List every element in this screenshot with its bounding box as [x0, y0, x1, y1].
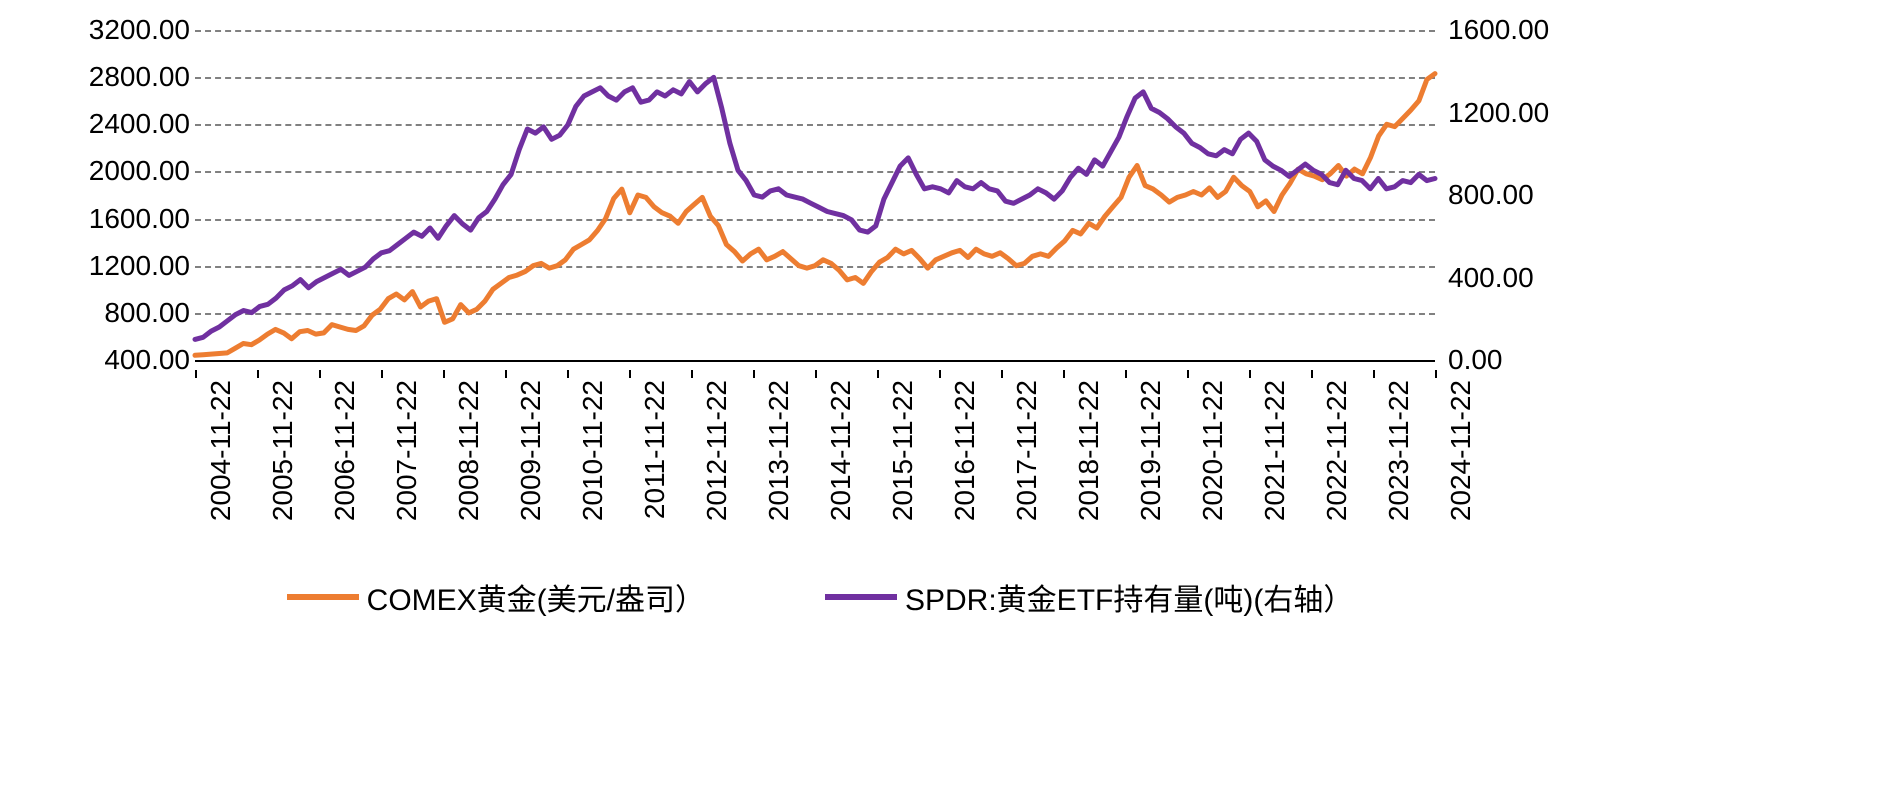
plot-area — [195, 30, 1435, 360]
y-axis-right: 0.00400.00800.001200.001600.00 — [1440, 30, 1560, 360]
y-tick-left: 1200.00 — [20, 250, 190, 282]
chart-lines — [195, 30, 1435, 360]
x-tick-mark — [257, 370, 259, 378]
y-tick-right: 400.00 — [1440, 262, 1568, 294]
x-tick-label: 2023-11-22 — [1383, 380, 1415, 521]
x-tick-mark — [1249, 370, 1251, 378]
x-tick-label: 2005-11-22 — [267, 380, 299, 521]
x-tick-label: 2020-11-22 — [1197, 380, 1229, 521]
y-tick-right: 800.00 — [1440, 179, 1568, 211]
x-tick-label: 2009-11-22 — [515, 380, 547, 521]
x-tick-label: 2010-11-22 — [577, 380, 609, 521]
y-tick-left: 2000.00 — [20, 155, 190, 187]
x-tick-mark — [443, 370, 445, 378]
x-tick-label: 2007-11-22 — [391, 380, 423, 521]
x-tick-label: 2015-11-22 — [887, 380, 919, 521]
x-tick-label: 2013-11-22 — [763, 380, 795, 521]
series-spdr — [195, 77, 1435, 339]
x-tick-mark — [1125, 370, 1127, 378]
x-tick-label: 2016-11-22 — [949, 380, 981, 521]
x-tick-label: 2014-11-22 — [825, 380, 857, 521]
x-tick-mark — [877, 370, 879, 378]
gold-chart: 400.00 800.00 1200.00 1600.00 2000.00 2400.00… — [20, 20, 1540, 650]
series-comex — [195, 74, 1435, 356]
x-tick-label: 2021-11-22 — [1259, 380, 1291, 521]
x-tick-label: 2004-11-22 — [205, 380, 237, 521]
legend-item: SPDR:黄金ETF持有量(吨)(右轴） — [825, 575, 1353, 619]
legend-label: COMEX黄金(美元/盎司） — [367, 575, 705, 619]
x-tick-label: 2008-11-22 — [453, 380, 485, 521]
x-tick-mark — [1001, 370, 1003, 378]
x-baseline — [195, 360, 1435, 362]
x-tick-label: 2006-11-22 — [329, 380, 361, 521]
y-tick-left: 2400.00 — [20, 108, 190, 140]
x-tick-mark — [1435, 370, 1437, 378]
legend: COMEX黄金(美元/盎司） SPDR:黄金ETF持有量(吨)(右轴） — [200, 575, 1440, 619]
legend-swatch — [825, 594, 897, 600]
x-tick-label: 2017-11-22 — [1011, 380, 1043, 521]
y-axis-left: 400.00800.001200.001600.002000.002400.00… — [20, 30, 190, 360]
x-tick-mark — [629, 370, 631, 378]
x-tick-mark — [691, 370, 693, 378]
x-tick-mark — [505, 370, 507, 378]
y-tick-left: 800.00 — [20, 297, 190, 329]
x-tick-label: 2018-11-22 — [1073, 380, 1105, 521]
x-tick-label: 2012-11-22 — [701, 380, 733, 521]
x-tick-mark — [1187, 370, 1189, 378]
y-tick-left: 3200.00 — [20, 14, 190, 46]
y-tick-left: 400.00 — [20, 344, 190, 376]
legend-swatch — [287, 594, 359, 600]
y-tick-right: 1200.00 — [1440, 97, 1568, 129]
x-tick-mark — [195, 370, 197, 378]
x-tick-mark — [1063, 370, 1065, 378]
x-tick-mark — [1311, 370, 1313, 378]
x-tick-label: 2024-11-22 — [1445, 380, 1477, 521]
x-tick-label: 2022-11-22 — [1321, 380, 1353, 521]
legend-label: SPDR:黄金ETF持有量(吨)(右轴） — [905, 575, 1353, 619]
x-axis: 2004-11-22 2005-11-22 2006-11-22 2007-11-22… — [195, 370, 1435, 540]
y-tick-left: 1600.00 — [20, 203, 190, 235]
x-tick-mark — [815, 370, 817, 378]
x-tick-label: 2019-11-22 — [1135, 380, 1167, 521]
legend-item: COMEX黄金(美元/盎司） — [287, 575, 705, 619]
y-tick-left: 2800.00 — [20, 61, 190, 93]
x-tick-mark — [567, 370, 569, 378]
x-tick-mark — [1373, 370, 1375, 378]
y-tick-right: 1600.00 — [1440, 14, 1568, 46]
x-tick-label: 2011-11-22 — [639, 380, 671, 519]
y-tick-right: 0.00 — [1440, 344, 1568, 376]
x-tick-mark — [381, 370, 383, 378]
x-tick-mark — [939, 370, 941, 378]
x-tick-mark — [319, 370, 321, 378]
x-tick-mark — [753, 370, 755, 378]
